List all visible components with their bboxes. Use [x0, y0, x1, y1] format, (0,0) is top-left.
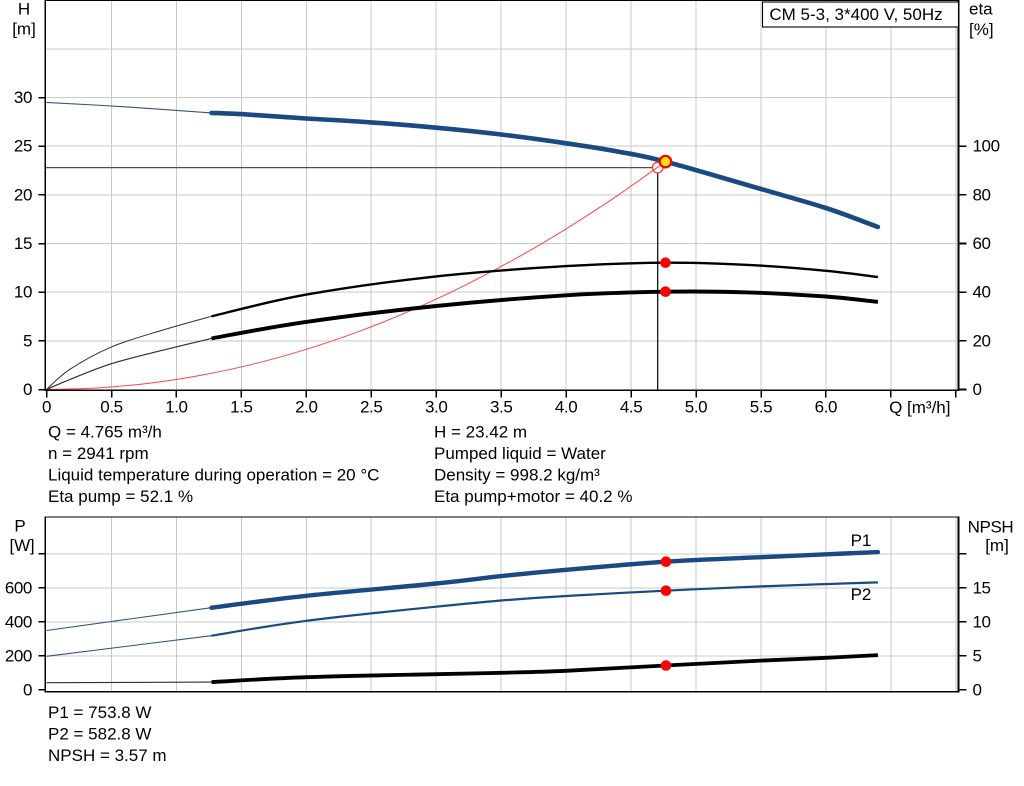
svg-text:5: 5 [23, 331, 32, 350]
svg-text:10: 10 [14, 283, 32, 302]
svg-text:n = 2941 rpm: n = 2941 rpm [48, 444, 149, 463]
svg-text:3.0: 3.0 [425, 398, 447, 417]
svg-text:0: 0 [23, 380, 32, 399]
svg-text:400: 400 [5, 612, 32, 631]
svg-text:Pumped liquid = Water: Pumped liquid = Water [434, 444, 606, 463]
svg-text:1.0: 1.0 [165, 398, 187, 417]
svg-text:0: 0 [23, 680, 32, 699]
svg-text:80: 80 [973, 185, 991, 204]
svg-text:5.0: 5.0 [685, 398, 707, 417]
svg-text:30: 30 [14, 88, 32, 107]
svg-text:600: 600 [5, 578, 32, 597]
svg-text:Density = 998.2 kg/m³: Density = 998.2 kg/m³ [434, 466, 600, 485]
svg-text:Q [m³/h]: Q [m³/h] [889, 398, 950, 417]
svg-text:[W]: [W] [10, 536, 35, 555]
svg-text:Q = 4.765 m³/h: Q = 4.765 m³/h [48, 423, 162, 442]
svg-text:5: 5 [973, 646, 982, 665]
svg-text:H = 23.42 m: H = 23.42 m [434, 423, 527, 442]
svg-text:eta: eta [969, 0, 993, 19]
svg-text:20: 20 [14, 185, 32, 204]
svg-text:[%]: [%] [969, 20, 994, 39]
svg-text:25: 25 [14, 137, 32, 156]
svg-text:2.5: 2.5 [360, 398, 382, 417]
svg-text:40: 40 [973, 283, 991, 302]
svg-text:0.5: 0.5 [100, 398, 122, 417]
svg-text:0: 0 [973, 380, 982, 399]
svg-text:P1: P1 [851, 531, 872, 550]
svg-text:200: 200 [5, 646, 32, 665]
svg-text:Liquid temperature during oper: Liquid temperature during operation = 20… [48, 466, 379, 485]
svg-text:10: 10 [973, 612, 991, 631]
svg-text:P2 = 582.8 W: P2 = 582.8 W [48, 725, 151, 744]
svg-text:5.5: 5.5 [750, 398, 772, 417]
svg-text:H: H [18, 0, 30, 19]
svg-text:Eta pump+motor = 40.2 %: Eta pump+motor = 40.2 % [434, 487, 632, 506]
svg-text:100: 100 [973, 137, 1000, 156]
svg-text:60: 60 [973, 234, 991, 253]
svg-text:3.5: 3.5 [490, 398, 512, 417]
svg-text:P1 = 753.8 W: P1 = 753.8 W [48, 703, 151, 722]
svg-text:[m]: [m] [12, 20, 36, 39]
svg-text:Eta pump = 52.1 %: Eta pump = 52.1 % [48, 487, 193, 506]
svg-text:0: 0 [973, 680, 982, 699]
svg-text:P2: P2 [851, 585, 872, 604]
svg-text:NPSH: NPSH [968, 518, 1014, 537]
svg-text:1.5: 1.5 [230, 398, 252, 417]
svg-text:0: 0 [42, 398, 51, 417]
svg-text:4.5: 4.5 [620, 398, 642, 417]
svg-text:NPSH = 3.57 m: NPSH = 3.57 m [48, 746, 167, 765]
svg-text:[m]: [m] [985, 536, 1009, 555]
svg-text:15: 15 [14, 234, 32, 253]
svg-text:CM 5-3, 3*400 V, 50Hz: CM 5-3, 3*400 V, 50Hz [769, 5, 942, 24]
svg-text:P: P [14, 517, 25, 536]
svg-text:6.0: 6.0 [815, 398, 837, 417]
svg-text:4.0: 4.0 [555, 398, 577, 417]
svg-text:15: 15 [973, 578, 991, 597]
svg-text:20: 20 [973, 331, 991, 350]
svg-text:2.0: 2.0 [295, 398, 317, 417]
